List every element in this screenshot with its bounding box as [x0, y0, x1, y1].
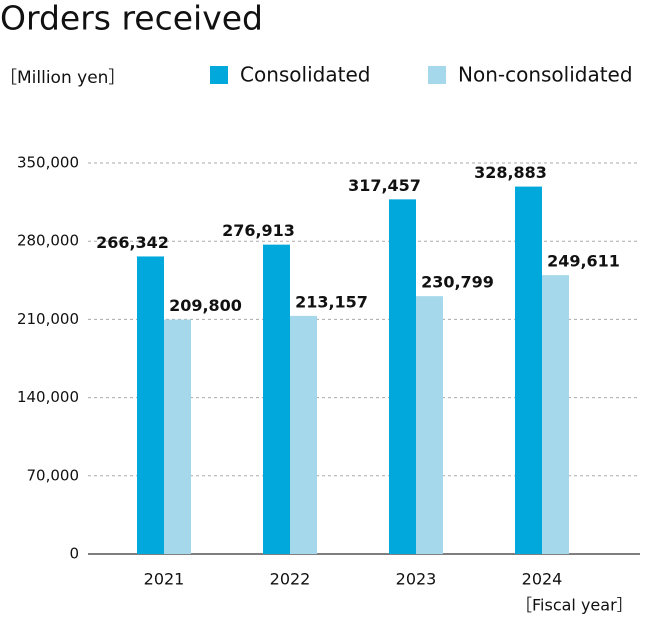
y-tick-label: 70,000 [27, 466, 80, 484]
chart-title: Orders received [0, 0, 263, 38]
x-axis-label: ［Fiscal year］ [516, 596, 633, 615]
y-axis-label: ［Million yen］ [0, 68, 125, 88]
value-label: 209,800 [169, 296, 242, 315]
y-tick-label: 350,000 [17, 154, 79, 172]
bar [389, 199, 416, 555]
bar [290, 315, 317, 554]
legend-swatch [428, 66, 446, 84]
y-tick-label: 140,000 [17, 388, 79, 406]
y-tick-label: 210,000 [17, 310, 79, 328]
x-tick-label: 2022 [270, 570, 311, 589]
bar [263, 244, 290, 554]
value-label: 213,157 [295, 292, 368, 311]
legend-label: Consolidated [240, 63, 370, 87]
legend-swatch [210, 66, 228, 84]
value-label: 276,913 [222, 221, 295, 240]
value-label: 317,457 [348, 176, 421, 195]
bar [515, 186, 542, 554]
bar [137, 256, 164, 554]
value-label: 230,799 [421, 273, 494, 292]
y-tick-label: 0 [69, 545, 79, 563]
bar [164, 319, 191, 554]
legend-label: Non-consolidated [458, 63, 633, 87]
value-label: 266,342 [96, 233, 169, 252]
x-tick-label: 2024 [522, 570, 563, 589]
bar [416, 296, 443, 554]
y-tick-label: 280,000 [17, 232, 79, 250]
value-label: 328,883 [474, 163, 547, 182]
x-tick-label: 2023 [396, 570, 437, 589]
x-tick-label: 2021 [144, 570, 185, 589]
value-label: 249,611 [547, 252, 620, 271]
bar [542, 275, 569, 554]
